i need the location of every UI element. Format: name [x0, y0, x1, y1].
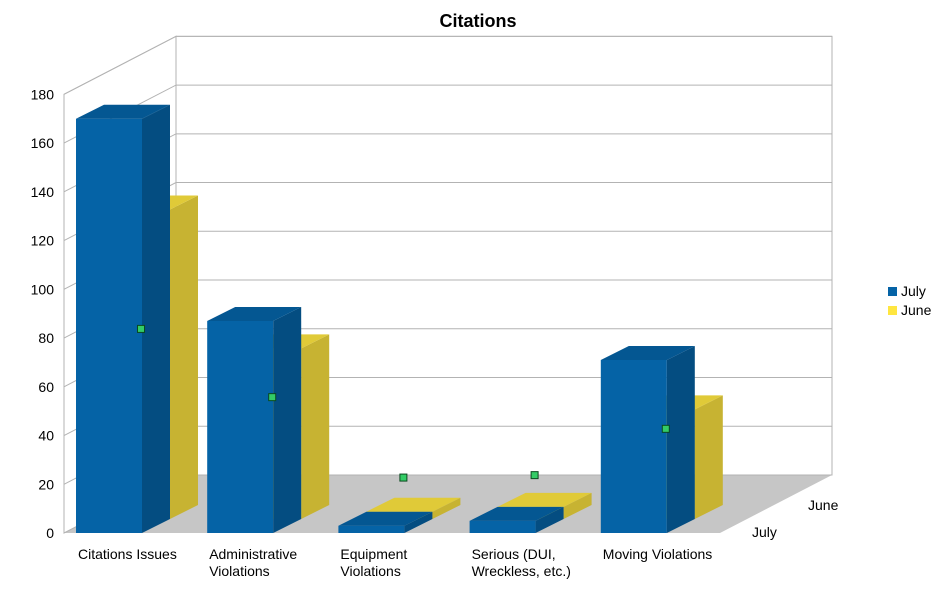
- depth-axis: June July: [752, 497, 839, 540]
- legend-swatch: [888, 287, 897, 296]
- bar-top-face: [600, 345, 695, 360]
- bar-top-face: [469, 506, 564, 521]
- bar-top-face: [338, 511, 433, 526]
- bar-side-face: [694, 395, 723, 519]
- bar-july-0: [76, 104, 170, 534]
- y-tick-label: 100: [31, 281, 55, 297]
- legend-label: June: [901, 302, 932, 318]
- marker-point: [137, 324, 145, 333]
- marker-point: [661, 424, 670, 433]
- bar-front-face: [469, 520, 536, 533]
- bar-side-face: [301, 334, 330, 519]
- bar-side-face: [404, 511, 433, 533]
- chart-bars: [76, 104, 723, 534]
- bar-front-face: [76, 118, 142, 534]
- marker-point: [399, 473, 408, 482]
- chart-markers: [137, 324, 670, 482]
- y-tick-label: 60: [38, 379, 54, 395]
- bar-top-face: [497, 492, 592, 507]
- bar-top-face: [76, 104, 170, 119]
- depth-label: June: [808, 497, 839, 513]
- bar-side-face: [535, 506, 564, 533]
- y-tick-label: 120: [31, 233, 55, 249]
- bar-july-1: [207, 306, 302, 533]
- y-axis: 0 20 40 60 80 100 120 140 160 180: [31, 86, 65, 541]
- bar-side-face: [273, 306, 302, 533]
- marker-point: [268, 393, 277, 402]
- x-axis: Citations Issues Administrative Violations…: [78, 546, 712, 579]
- bar-side-face: [666, 345, 695, 533]
- bar-july-4: [600, 345, 695, 533]
- y-tick-label: 40: [38, 428, 54, 444]
- chart-title: Citations: [439, 11, 516, 31]
- x-tick-label: Administrative Violations: [209, 546, 297, 579]
- x-tick-label: Moving Violations: [603, 546, 712, 562]
- y-tick-label: 160: [31, 135, 55, 151]
- legend-label: July: [901, 283, 926, 299]
- depth-label: July: [752, 524, 777, 540]
- y-tick-label: 140: [31, 184, 55, 200]
- x-tick-label: Serious (DUI, Wreckless, etc.): [472, 546, 571, 579]
- bar-top-face: [366, 497, 461, 512]
- y-tick-label: 80: [38, 330, 54, 346]
- bar-side-face: [432, 497, 461, 519]
- gridline: [63, 35, 832, 95]
- chart-legend: July June: [888, 283, 932, 318]
- marker-point: [530, 471, 539, 480]
- bar-front-face: [207, 320, 274, 533]
- bar-side-face: [563, 492, 592, 519]
- x-tick-label: Equipment Violations: [340, 546, 407, 579]
- bar-top-face: [207, 306, 302, 321]
- bar-july-3: [469, 506, 564, 533]
- y-tick-label: 0: [46, 525, 54, 541]
- x-tick-label: Citations Issues: [78, 546, 177, 562]
- legend-swatch: [888, 306, 897, 315]
- bar-side-face: [170, 195, 198, 519]
- bar-july-2: [338, 511, 433, 533]
- bar-side-face: [142, 104, 170, 534]
- bar-front-face: [600, 359, 667, 533]
- y-tick-label: 20: [38, 476, 54, 492]
- y-tick-label: 180: [31, 86, 55, 102]
- bar-front-face: [338, 525, 405, 533]
